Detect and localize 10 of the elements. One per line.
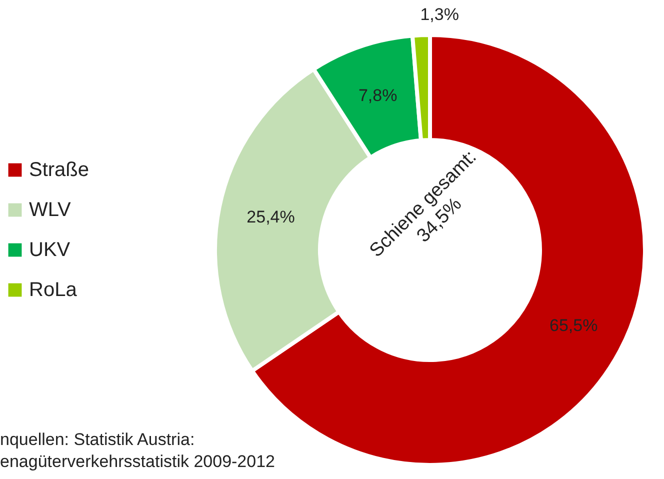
legend-label: Straße <box>29 159 90 181</box>
text: enagüterverkehrsstatistik 2009-2012 <box>0 452 275 472</box>
legend-label: WLV <box>29 199 72 221</box>
text: nquellen: Statistik Austria: <box>0 430 195 450</box>
data-label: 65,5% <box>550 316 598 336</box>
data-label: 25,4% <box>246 208 295 227</box>
legend-label: UKV <box>29 239 71 261</box>
data-label: 1,3% <box>420 5 459 24</box>
data-label: 7,8% <box>358 86 398 106</box>
legend-label: RoLa <box>29 279 78 301</box>
